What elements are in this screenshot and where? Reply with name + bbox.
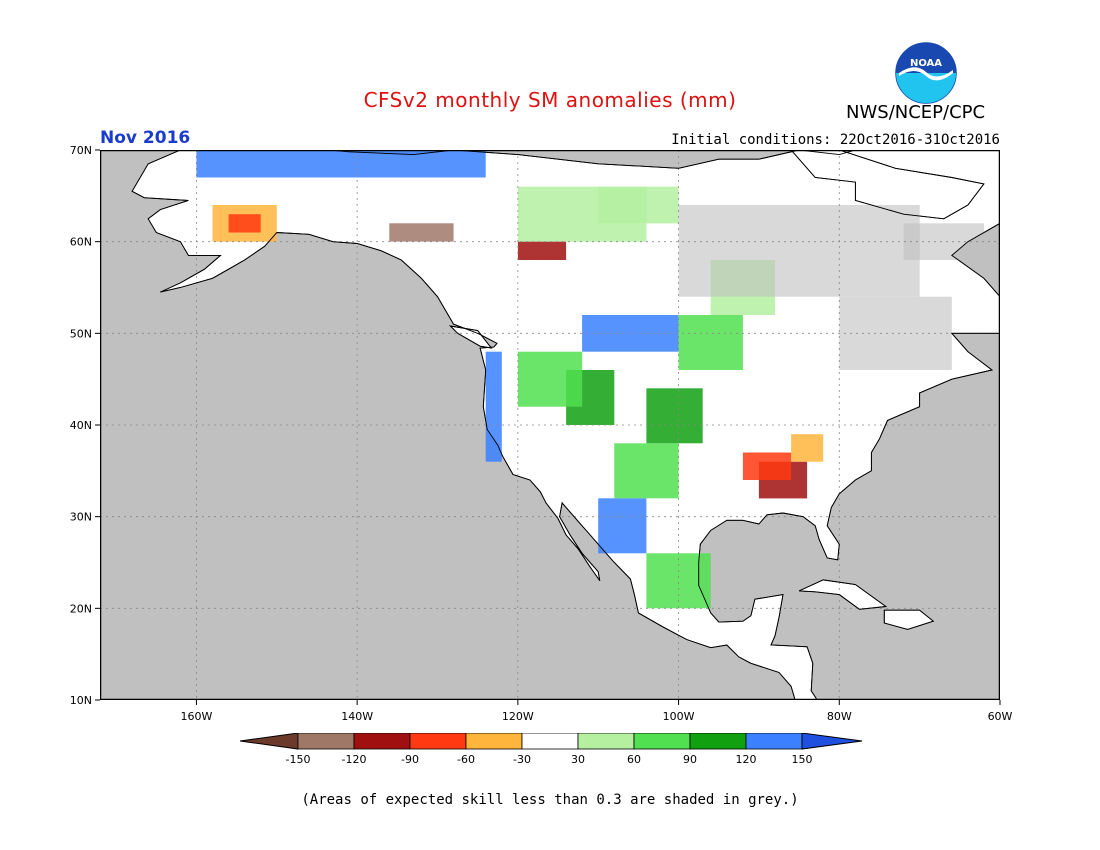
map-axes: 70N 60N 50N 40N 30N 20N 10N 160W 140W 120W 100W 80W… bbox=[70, 144, 1013, 723]
anomaly-region-18 bbox=[196, 150, 486, 178]
hispaniola-land-coast bbox=[883, 609, 935, 630]
colorbar-segment bbox=[353, 733, 411, 750]
noaa-logo-text: NOAA bbox=[910, 58, 942, 69]
lat-tick-label: 30N bbox=[70, 511, 92, 524]
colorbar-segment bbox=[577, 733, 635, 750]
colorbar-segment bbox=[633, 733, 691, 750]
baffin-island-land-coast bbox=[790, 150, 985, 220]
colorbar-label: -90 bbox=[401, 753, 419, 766]
colorbar-segment bbox=[521, 733, 579, 750]
anomaly-cells bbox=[196, 150, 984, 609]
colorbar-label: 90 bbox=[683, 753, 697, 766]
agency-label: NWS/NCEP/CPC bbox=[846, 102, 986, 123]
north-america-land-coast bbox=[131, 150, 1000, 700]
lon-tick-label: 80W bbox=[827, 710, 852, 723]
colorbar-segment bbox=[689, 733, 747, 750]
colorbar-segment bbox=[297, 733, 355, 750]
colorbar-segment bbox=[465, 733, 523, 750]
anomaly-region-14 bbox=[228, 214, 261, 233]
lon-tick-label: 100W bbox=[663, 710, 695, 723]
colorbar-arrow-right bbox=[801, 733, 863, 750]
skill-footnote: (Areas of expected skill less than 0.3 a… bbox=[301, 792, 799, 808]
colorbar-label: -120 bbox=[342, 753, 367, 766]
lon-tick-label: 120W bbox=[502, 710, 534, 723]
cuba-land-coast bbox=[798, 579, 888, 610]
lon-tick-label: 140W bbox=[341, 710, 373, 723]
lon-tick-label: 60W bbox=[988, 710, 1013, 723]
map-title: CFSv2 monthly SM anomalies (mm) bbox=[363, 88, 737, 112]
anomaly-map bbox=[100, 150, 1000, 700]
colorbar-arrow-left bbox=[240, 733, 299, 750]
colorbar-label: -60 bbox=[457, 753, 475, 766]
lat-tick-label: 50N bbox=[70, 327, 92, 340]
map-frame bbox=[100, 150, 1000, 700]
colorbar-segment bbox=[745, 733, 803, 750]
colorbar-label: 120 bbox=[736, 753, 757, 766]
low-skill-area-0 bbox=[678, 205, 920, 297]
colorbar-label: 150 bbox=[792, 753, 813, 766]
anomaly-region-15 bbox=[389, 223, 454, 242]
anomaly-region-6 bbox=[678, 315, 743, 370]
vancouver-island-land-coast bbox=[449, 325, 493, 349]
anomaly-region-0 bbox=[485, 351, 502, 462]
colorbar-label: 60 bbox=[627, 753, 641, 766]
colorbar-label: 30 bbox=[571, 753, 585, 766]
anomaly-region-5 bbox=[517, 351, 583, 407]
coastlines bbox=[131, 150, 1000, 700]
anomaly-region-11 bbox=[742, 452, 792, 480]
low-skill-area-1 bbox=[839, 296, 952, 370]
lat-tick-label: 10N bbox=[70, 694, 92, 707]
colorbar: -150 -120 -90 -60 -30 30 60 90 120 150 bbox=[240, 733, 863, 766]
graticule bbox=[100, 150, 1000, 700]
anomaly-region-2 bbox=[598, 498, 647, 554]
noaa-logo: NOAA bbox=[895, 42, 957, 104]
anomaly-region-3 bbox=[646, 388, 703, 444]
lat-tick-label: 20N bbox=[70, 602, 92, 615]
anomaly-region-7 bbox=[614, 443, 679, 499]
lat-tick-label: 40N bbox=[70, 419, 92, 432]
colorbar-label: -30 bbox=[513, 753, 531, 766]
initial-conditions-label: Initial conditions: 22Oct2016-31Oct2016 bbox=[671, 132, 1000, 148]
anomaly-region-19 bbox=[598, 186, 679, 224]
lon-tick-label: 160W bbox=[180, 710, 212, 723]
lat-tick-label: 70N bbox=[70, 144, 92, 157]
lat-tick-label: 60N bbox=[70, 236, 92, 249]
anomaly-region-12 bbox=[791, 434, 824, 462]
anomaly-region-16 bbox=[517, 241, 567, 260]
colorbar-label: -150 bbox=[286, 753, 311, 766]
colorbar-segment bbox=[409, 733, 467, 750]
anomaly-region-17 bbox=[646, 553, 711, 609]
valid-month-label: Nov 2016 bbox=[100, 128, 191, 148]
